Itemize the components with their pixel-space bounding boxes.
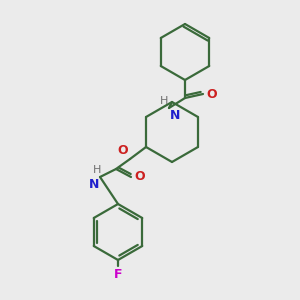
Text: N: N xyxy=(170,109,180,122)
Text: F: F xyxy=(114,268,122,281)
Text: O: O xyxy=(117,144,128,157)
Text: H: H xyxy=(160,96,168,106)
Text: H: H xyxy=(93,165,101,175)
Text: O: O xyxy=(206,88,217,100)
Text: N: N xyxy=(88,178,99,191)
Text: O: O xyxy=(134,169,145,182)
